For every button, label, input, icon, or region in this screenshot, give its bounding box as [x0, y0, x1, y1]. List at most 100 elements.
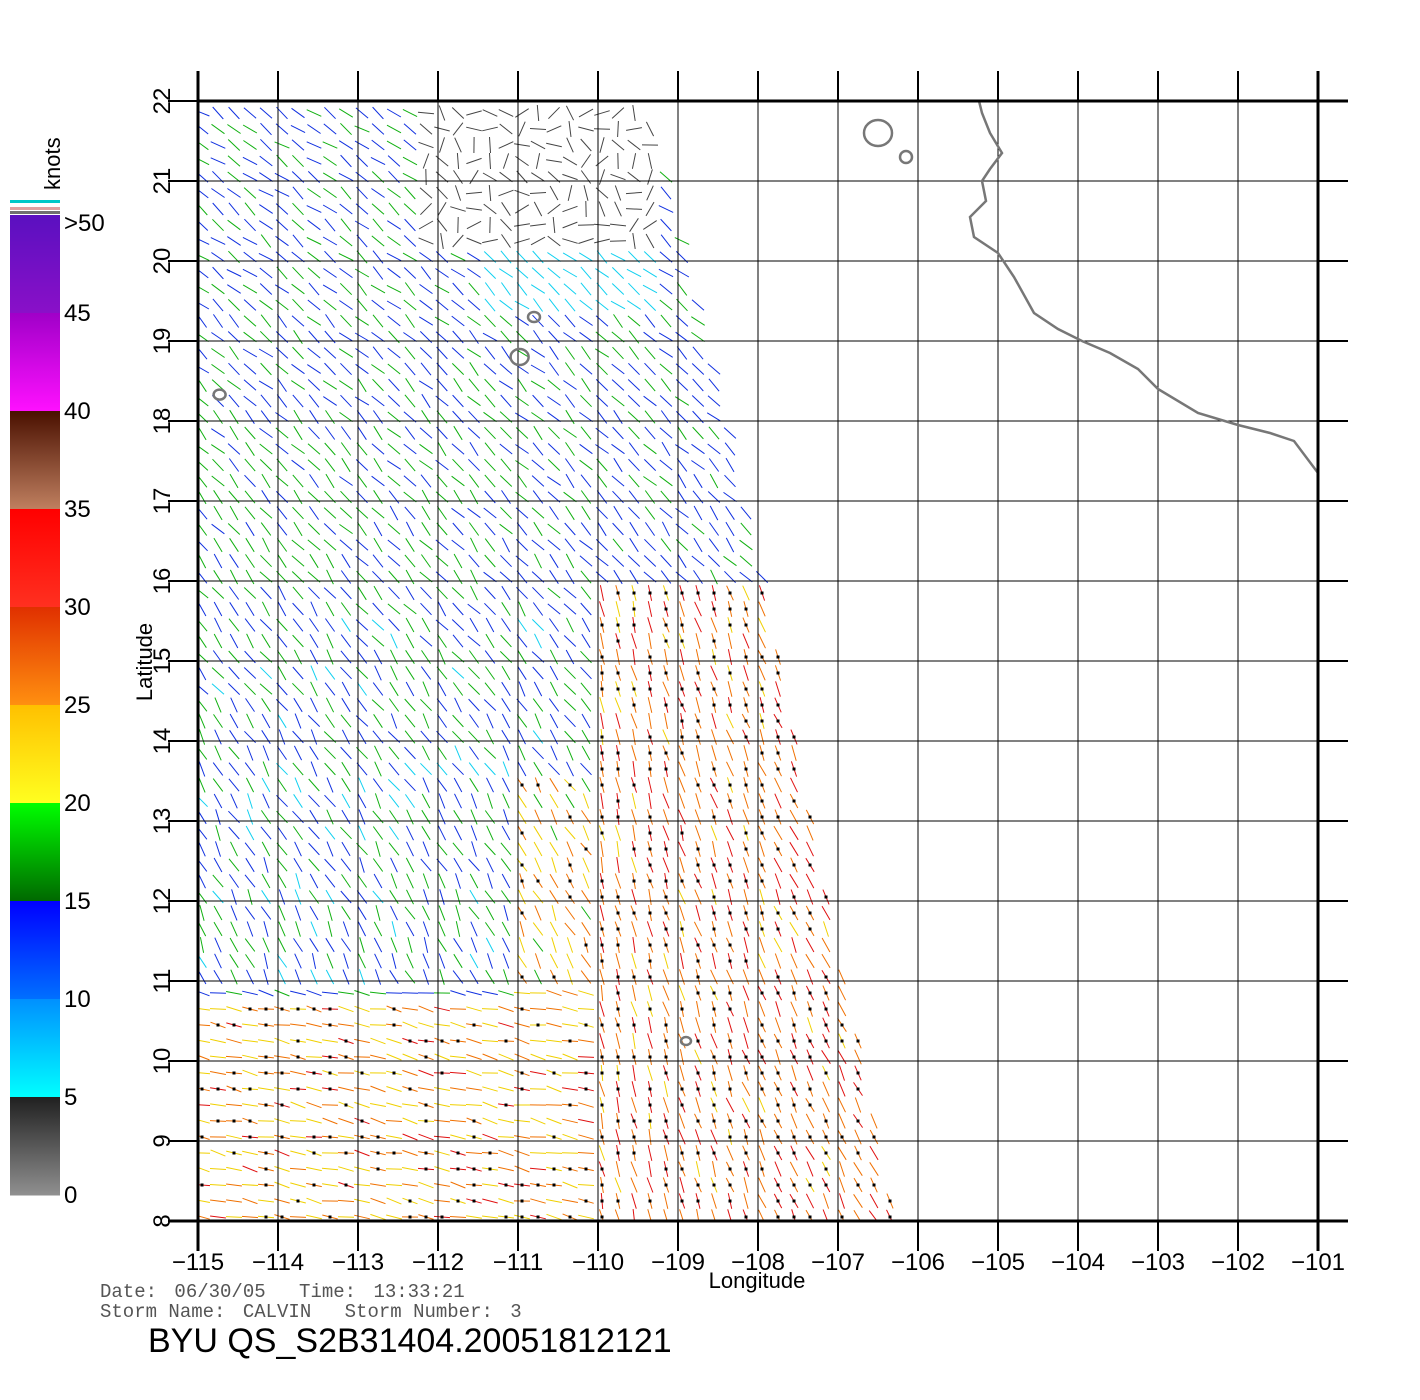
- wind-vector: [616, 1097, 620, 1113]
- wind-vector: [679, 649, 685, 665]
- wind-vector: [631, 1193, 637, 1209]
- wind-vector: [307, 347, 321, 359]
- rain-flag-marker: [760, 1023, 764, 1027]
- wind-vector: [530, 284, 546, 294]
- wind-vector: [258, 348, 274, 358]
- wind-vector: [402, 1021, 418, 1029]
- wind-vector: [466, 110, 482, 116]
- wind-vector: [388, 794, 400, 808]
- wind-vector: [420, 202, 432, 216]
- wind-vector: [257, 1120, 275, 1122]
- rain-flag-marker: [712, 1151, 716, 1155]
- rain-flag-marker: [520, 1087, 524, 1091]
- wind-vector: [277, 778, 287, 792]
- wind-vector: [600, 841, 604, 857]
- colorbar-band: [10, 1097, 60, 1196]
- wind-vector: [561, 1152, 579, 1154]
- wind-vector: [610, 173, 626, 181]
- wind-vector: [805, 953, 815, 969]
- rain-flag-marker: [632, 607, 636, 611]
- rain-flag-marker: [632, 1023, 636, 1027]
- wind-vector: [821, 905, 831, 921]
- wind-vector: [420, 554, 432, 568]
- wind-vector: [403, 203, 417, 215]
- wind-vector: [674, 396, 690, 406]
- wind-vector: [599, 601, 605, 617]
- wind-vector: [486, 825, 494, 841]
- wind-vector: [612, 522, 624, 536]
- wind-vector: [725, 457, 735, 473]
- rain-flag-marker: [648, 1119, 652, 1123]
- rain-flag-marker: [600, 623, 604, 627]
- wind-vector: [307, 124, 321, 134]
- wind-vector: [215, 809, 221, 825]
- wind-vector: [758, 601, 766, 617]
- wind-vector: [371, 299, 385, 311]
- wind-vector: [325, 969, 335, 985]
- wind-vector: [228, 106, 240, 120]
- wind-vector: [500, 858, 512, 872]
- wind-vector: [423, 937, 429, 953]
- wind-vector: [210, 1071, 226, 1075]
- wind-vector: [514, 1053, 530, 1061]
- wind-vector: [629, 218, 639, 232]
- rain-flag-marker: [440, 1215, 444, 1219]
- wind-vector: [388, 378, 400, 392]
- wind-vector: [566, 953, 574, 969]
- wind-vector: [487, 873, 493, 889]
- rain-flag-marker: [264, 1151, 268, 1155]
- wind-vector: [341, 841, 351, 857]
- wind-vector: [498, 1069, 514, 1077]
- wind-vector: [680, 953, 684, 969]
- wind-vector: [486, 777, 494, 793]
- wind-vector: [405, 857, 415, 873]
- wind-vector: [276, 506, 288, 520]
- wind-vector: [326, 809, 334, 825]
- wind-vector: [647, 985, 653, 1001]
- wind-vector: [211, 363, 225, 375]
- wind-vector: [241, 1184, 259, 1186]
- wind-vector: [259, 172, 273, 182]
- wind-vector: [659, 459, 673, 471]
- wind-vector: [244, 474, 256, 488]
- wind-vector: [341, 777, 351, 793]
- wind-vector: [545, 1104, 563, 1106]
- wind-vector: [563, 683, 577, 695]
- wind-vector: [677, 490, 687, 504]
- colorbar-band: [10, 803, 60, 902]
- wind-vector: [244, 762, 256, 776]
- rain-flag-marker: [680, 927, 684, 931]
- wind-vector: [226, 269, 242, 277]
- wind-vector: [695, 745, 701, 761]
- wind-vector: [261, 890, 271, 904]
- wind-vector: [386, 1102, 402, 1108]
- wind-vector: [292, 298, 304, 312]
- wind-vector: [514, 300, 530, 310]
- wind-vector: [372, 314, 384, 328]
- wind-vector: [213, 410, 223, 424]
- rain-flag-marker: [504, 1215, 508, 1219]
- rain-flag-marker: [664, 607, 668, 611]
- wind-vector: [676, 458, 688, 472]
- wind-vector: [743, 889, 749, 905]
- wind-vector: [662, 1001, 670, 1017]
- rain-flag-marker: [712, 911, 716, 915]
- wind-vector: [276, 538, 288, 552]
- wind-vector: [372, 378, 384, 392]
- wind-vector: [370, 1213, 386, 1221]
- rain-flag-marker: [712, 1071, 716, 1075]
- wind-vector: [261, 873, 271, 889]
- wind-vector: [293, 409, 303, 425]
- rain-flag-marker: [264, 1215, 268, 1219]
- wind-vector: [548, 298, 560, 312]
- rain-flag-marker: [712, 863, 716, 867]
- wind-vector: [213, 490, 223, 504]
- wind-vector: [419, 299, 433, 311]
- wind-vector: [532, 698, 544, 712]
- wind-vector: [566, 617, 574, 633]
- wind-vector: [211, 587, 225, 599]
- wind-vector: [707, 395, 721, 407]
- wind-vector: [580, 170, 592, 184]
- rain-flag-marker: [632, 623, 636, 627]
- wind-vector: [484, 426, 496, 440]
